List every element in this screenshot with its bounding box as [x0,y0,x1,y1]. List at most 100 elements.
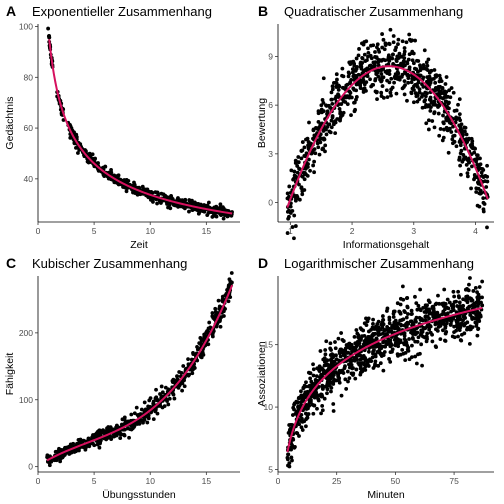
data-point [401,317,406,322]
data-point [321,368,326,373]
data-point [398,310,403,315]
data-point [286,216,291,221]
data-point [436,111,441,116]
data-point [333,346,338,351]
y-tick-label: 200 [19,328,33,338]
data-point [390,56,395,61]
data-point [323,352,328,357]
data-point [387,321,392,326]
y-tick-label: 9 [268,51,273,61]
data-point [85,159,90,164]
data-point [480,303,485,308]
data-point [339,393,344,398]
data-point [440,86,445,91]
data-point [317,375,322,380]
data-point [430,339,435,344]
data-point [413,354,418,359]
data-point [436,325,441,329]
data-point [372,326,377,331]
data-point [206,200,211,205]
data-point [441,321,445,326]
data-point [128,427,132,431]
data-point [213,211,217,216]
data-point [222,314,226,318]
data-point [354,75,359,80]
data-point [299,425,304,430]
data-point [331,402,336,406]
data-point [420,82,424,87]
data-point [385,71,390,76]
data-point [415,84,420,89]
panel-c-letter: C [6,255,16,271]
data-point [318,349,323,353]
panel-b-title: Quadratischer Zusammenhang [284,4,463,19]
data-point [369,328,373,332]
x-tick-label: 1 [288,226,293,236]
data-point [402,331,407,336]
data-point [330,84,335,89]
data-point [398,302,403,307]
x-tick-label: 0 [36,226,41,236]
data-point [213,306,218,311]
data-point [414,301,419,306]
data-point [476,298,481,303]
data-point [485,174,490,179]
data-point [392,74,397,79]
data-point [432,125,437,130]
data-point [180,388,185,393]
data-point [348,90,353,95]
data-point [115,424,119,428]
data-point [90,152,95,157]
panel-c-points [45,271,234,468]
data-point [290,458,294,463]
data-point [475,304,480,308]
data-point [312,159,317,164]
data-point [318,140,323,145]
data-point [77,448,81,453]
data-point [343,100,348,104]
data-point [381,95,386,100]
data-point [119,432,124,437]
data-point [416,70,420,74]
data-point [388,350,393,354]
data-point [405,305,410,310]
data-point [316,111,321,116]
data-point [146,416,151,421]
data-point [375,97,379,102]
data-point [338,354,343,359]
data-point [405,296,410,300]
data-point [314,390,319,395]
data-point [462,314,467,319]
data-point [465,171,470,176]
data-point [371,321,375,326]
panel-c-fit-curve [46,284,234,462]
data-point [394,337,399,341]
data-point [322,396,327,401]
data-point [373,78,378,83]
data-point [47,463,52,468]
data-point [375,322,380,326]
data-point [470,298,475,303]
data-point [160,405,165,410]
data-point [388,90,393,95]
data-point [417,97,422,102]
data-point [155,411,160,416]
data-point [325,124,330,129]
panel-d-x-label: Minuten [367,489,405,501]
data-point [74,132,79,137]
x-tick-label: 5 [92,476,97,486]
data-point [338,110,343,114]
data-point [403,310,407,315]
data-point [165,399,169,403]
data-point [324,104,329,108]
data-point [404,315,409,320]
data-point [289,447,294,452]
data-point [304,165,308,170]
data-point [322,363,327,368]
data-point [362,82,367,87]
data-point [320,408,325,413]
data-point [485,225,489,230]
y-tick-label: 40 [24,174,34,184]
data-point [312,147,317,152]
